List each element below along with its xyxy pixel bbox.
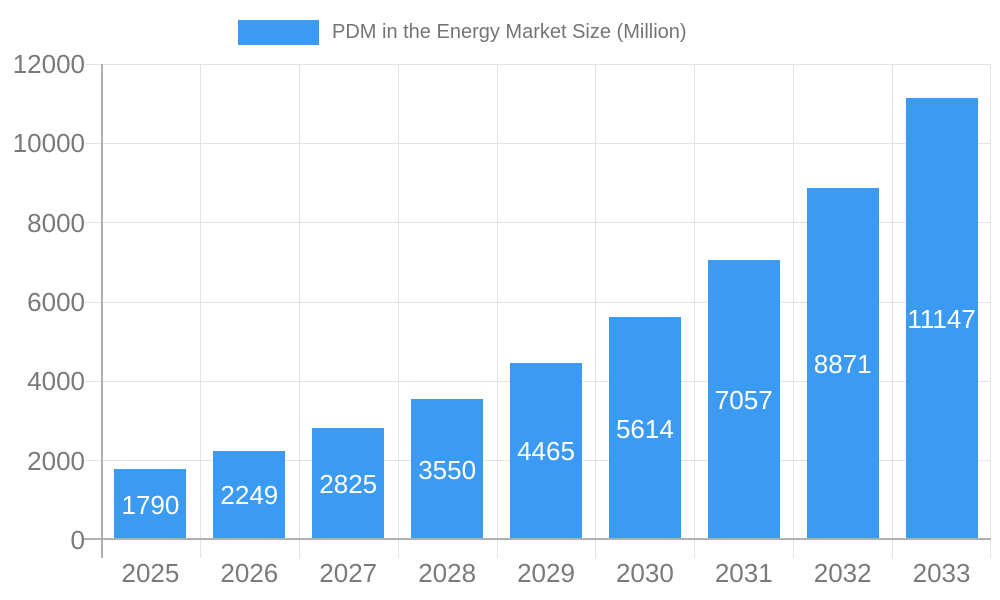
bar-value-label: 2825: [319, 468, 378, 499]
legend-swatch: [238, 20, 319, 45]
y-tick-label: 2000: [27, 445, 85, 476]
bar-value-label: 5614: [615, 413, 674, 444]
gridline-h: [85, 222, 991, 224]
legend-label: PDM in the Energy Market Size (Million): [332, 21, 687, 43]
bar-value-label: 3550: [418, 454, 477, 485]
gridline-v: [990, 64, 991, 558]
y-tick-label: 12000: [12, 49, 85, 79]
bar-value-label: 1790: [121, 489, 180, 520]
bar[interactable]: 3550: [411, 399, 484, 540]
x-tick-label: 2028: [418, 558, 477, 588]
bar-value-label: 11147: [907, 303, 976, 334]
bar[interactable]: 1790: [114, 469, 187, 540]
y-tick-label: 8000: [27, 207, 85, 238]
x-tick-label: 2033: [912, 558, 971, 588]
gridline-h: [85, 142, 991, 144]
y-tick-label: 0: [70, 525, 85, 555]
bar[interactable]: 4465: [510, 362, 582, 540]
gridline-v: [199, 64, 201, 558]
x-axis-line: [82, 538, 991, 540]
gridline-v: [595, 64, 597, 558]
y-tick-label: 6000: [27, 287, 85, 317]
bar[interactable]: 7057: [707, 260, 780, 540]
y-axis-line: [101, 64, 103, 558]
bar-value-label: 2249: [220, 480, 279, 511]
x-tick-label: 2031: [714, 558, 773, 588]
bar[interactable]: 2825: [312, 427, 385, 540]
bar[interactable]: 8871: [806, 188, 879, 540]
gridline-v: [892, 64, 894, 558]
gridline-h: [85, 301, 991, 303]
gridline-h: [85, 63, 991, 65]
bar[interactable]: 11147: [905, 97, 978, 540]
x-tick-label: 2030: [615, 558, 674, 588]
x-tick-label: 2025: [121, 558, 180, 588]
gridline-v: [694, 64, 696, 558]
y-tick-label: 10000: [12, 128, 85, 159]
plot-area: 1790 2249 2825 3550 4465 5614 7057 8871 11147: [82, 63, 991, 558]
gridline-v: [298, 64, 300, 558]
x-tick-label: 2029: [517, 558, 575, 588]
gridline-v: [397, 64, 399, 558]
gridline-v: [793, 64, 795, 558]
legend[interactable]: PDM in the Energy Market Size (Million): [238, 20, 687, 45]
bar-value-label: 7057: [714, 385, 773, 416]
x-tick-label: 2027: [319, 558, 378, 588]
bar[interactable]: 5614: [608, 317, 681, 540]
y-tick-label: 4000: [27, 366, 85, 397]
bar-value-label: 4465: [517, 436, 575, 467]
bar-value-label: 8871: [813, 349, 872, 380]
x-tick-label: 2026: [220, 558, 279, 588]
bar[interactable]: 2249: [213, 450, 286, 540]
gridline-v: [496, 64, 498, 558]
x-tick-label: 2032: [813, 558, 872, 588]
